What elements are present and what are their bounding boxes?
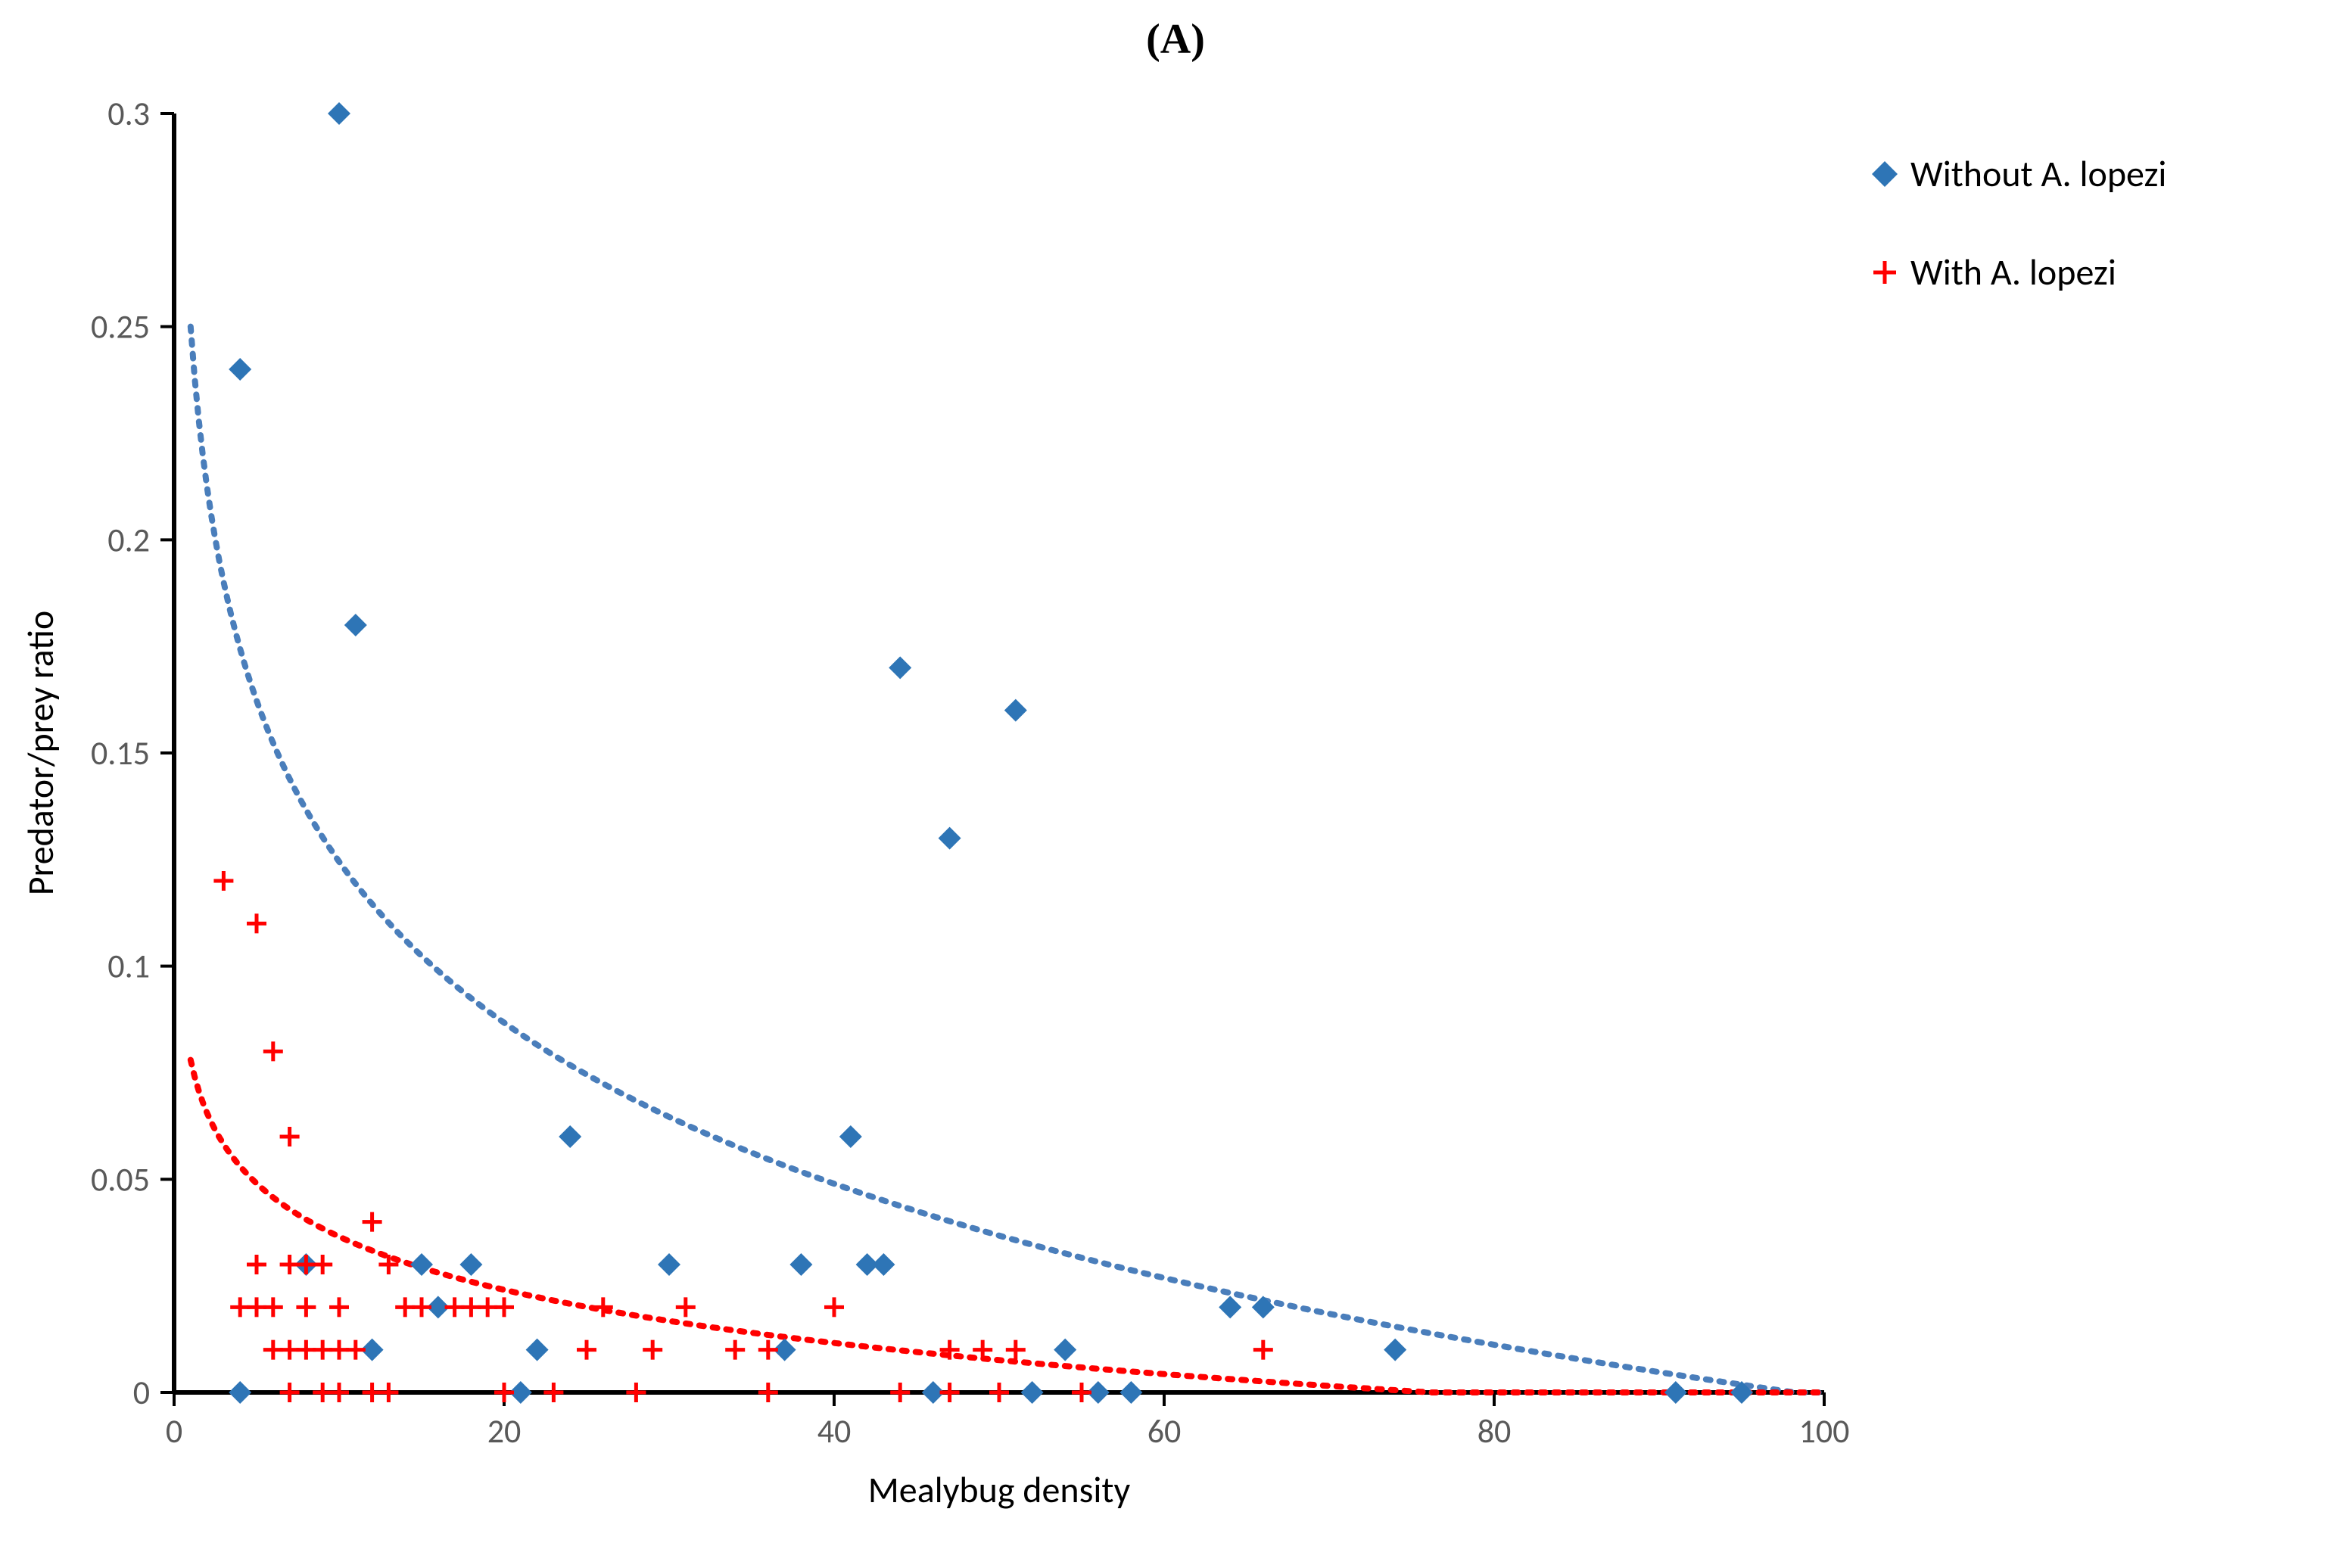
diamond-marker (1021, 1381, 1044, 1404)
y-tick-label: 0.25 (91, 306, 150, 347)
y-tick-label: 0.05 (91, 1159, 150, 1199)
y-tick-label: 0.2 (107, 519, 150, 560)
legend-label: Without A. lopezi (1910, 151, 2166, 196)
diamond-marker (789, 1253, 812, 1276)
diamond-marker (559, 1125, 581, 1148)
y-tick-label: 0.15 (91, 733, 150, 773)
scatter-chart: 0 20 40 60 80 100 0 0.05 0.1 0.15 0.2 0.25 0.3 Mealyb… (0, 0, 2351, 1568)
diamond-marker (1384, 1339, 1406, 1361)
diamond-marker (658, 1253, 680, 1276)
x-tick-label: 0 (166, 1411, 182, 1451)
diamond-marker (1004, 699, 1027, 722)
y-axis-label: Predator/prey ratio (18, 611, 63, 896)
x-tick-label: 80 (1478, 1411, 1512, 1451)
diamond-marker (410, 1253, 433, 1276)
x-tick-label: 60 (1147, 1411, 1182, 1451)
diamond-marker (939, 827, 961, 850)
diamond-marker (872, 1253, 895, 1276)
y-tick-label: 0 (133, 1372, 150, 1413)
diamond-marker (526, 1339, 549, 1361)
x-axis-label: Mealybug density (868, 1467, 1131, 1512)
diamond-marker (459, 1253, 482, 1276)
diamond-marker (229, 358, 251, 381)
x-tick-label: 40 (817, 1411, 852, 1451)
diamond-marker (1219, 1296, 1241, 1318)
y-tick-label: 0.1 (107, 946, 150, 987)
diamond-marker (344, 614, 367, 636)
diamond-marker (1664, 1381, 1687, 1404)
diamond-marker (839, 1125, 862, 1148)
trend-line (191, 327, 1824, 1392)
diamond-marker (1054, 1339, 1076, 1361)
diamond-marker (1119, 1381, 1142, 1404)
y-tick-label: 0.3 (107, 93, 150, 134)
legend-label: With A. lopezi (1910, 250, 2116, 294)
x-tick-label: 20 (487, 1411, 522, 1451)
trend-line (191, 1060, 1824, 1392)
diamond-marker (889, 656, 911, 679)
diamond-marker (1872, 161, 1898, 187)
x-tick-label: 100 (1799, 1411, 1850, 1451)
diamond-marker (229, 1381, 251, 1404)
diamond-marker (328, 102, 350, 125)
